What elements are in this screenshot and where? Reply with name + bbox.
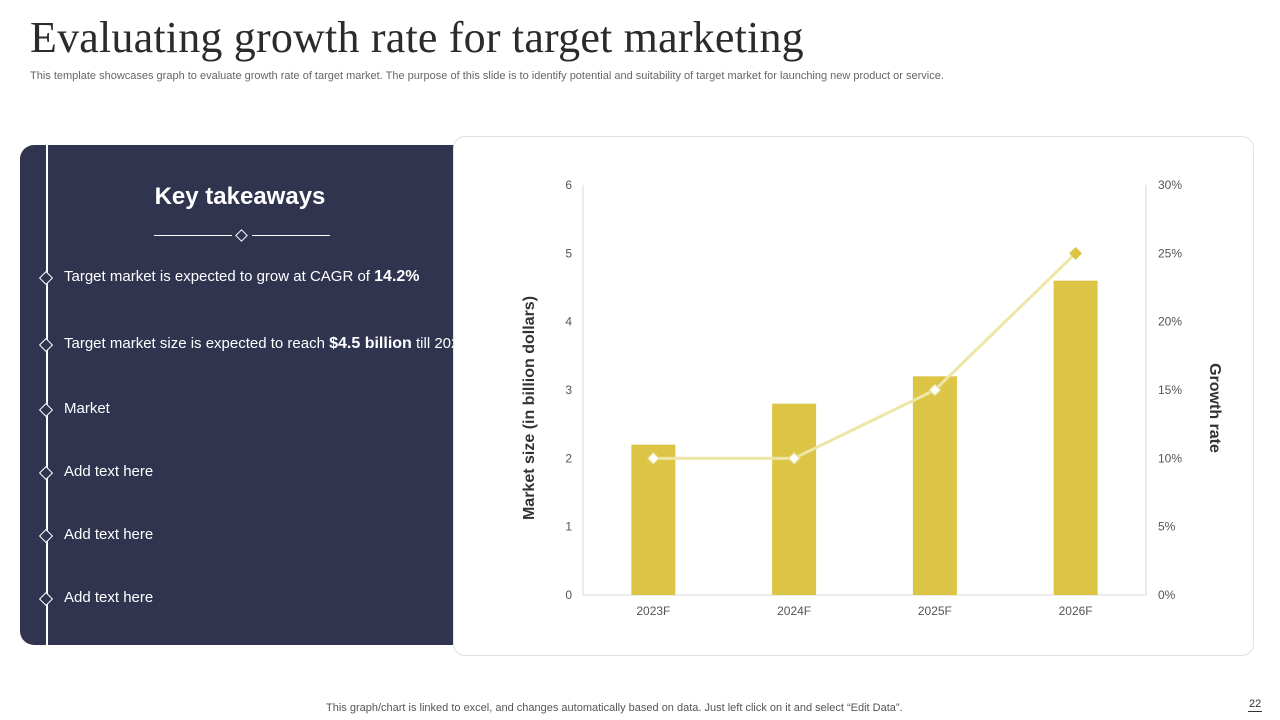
page-subtitle: This template showcases graph to evaluat… bbox=[30, 70, 944, 82]
page-title: Evaluating growth rate for target market… bbox=[30, 13, 804, 62]
takeaway-text: Add text here bbox=[64, 589, 153, 606]
bar bbox=[1053, 280, 1098, 595]
x-tick-label: 2026F bbox=[1059, 604, 1093, 618]
y-tick-label: 6 bbox=[565, 178, 572, 192]
y2-tick-label: 15% bbox=[1158, 383, 1182, 397]
takeaway-item: Target market is expected to grow at CAG… bbox=[20, 266, 492, 290]
y-tick-label: 2 bbox=[565, 451, 572, 465]
x-tick-label: 2025F bbox=[918, 604, 952, 618]
key-takeaways-panel: Key takeaways Target market is expected … bbox=[20, 145, 492, 645]
takeaway-highlight: $4.5 billion bbox=[329, 335, 412, 352]
growth-rate-marker bbox=[787, 451, 801, 465]
diamond-bullet-icon bbox=[38, 337, 54, 353]
footer-note: This graph/chart is linked to excel, and… bbox=[326, 702, 903, 714]
takeaway-item: Add text here bbox=[20, 461, 492, 485]
takeaway-text: Add text here bbox=[64, 463, 153, 480]
page-number: 22 bbox=[1248, 698, 1263, 712]
growth-rate-line bbox=[653, 252, 1077, 460]
y-tick-label: 4 bbox=[565, 315, 572, 329]
y-axis-title: Market size (in billion dollars) bbox=[521, 296, 538, 520]
takeaway-item: Add text here bbox=[20, 524, 492, 548]
chart-card[interactable]: 0 1 2 3 4 5 6 0% 5% 10% 15% 20% 25% 30% 2023F 2024F 2025… bbox=[453, 136, 1254, 656]
growth-rate-marker bbox=[928, 383, 942, 397]
y-tick-label: 3 bbox=[565, 383, 572, 397]
timeline-line bbox=[46, 145, 48, 645]
bar bbox=[631, 444, 676, 595]
combo-chart[interactable]: 0 1 2 3 4 5 6 0% 5% 10% 15% 20% 25% 30% 2023F 2024F 2025… bbox=[454, 137, 1253, 655]
takeaway-text: Target market is expected to grow at CAG… bbox=[64, 268, 420, 286]
bar bbox=[772, 403, 817, 595]
diamond-bullet-icon bbox=[38, 465, 54, 481]
takeaway-text: Add text here bbox=[64, 526, 153, 543]
heading-divider bbox=[154, 229, 330, 243]
y2-tick-label: 20% bbox=[1158, 315, 1182, 329]
y-tick-label: 0 bbox=[565, 588, 572, 602]
growth-rate-marker bbox=[646, 451, 660, 465]
y2-tick-label: 30% bbox=[1158, 178, 1182, 192]
takeaway-text-pre: Add text here bbox=[64, 589, 154, 606]
diamond-bullet-icon bbox=[38, 402, 54, 418]
takeaway-text-pre: Market bbox=[64, 400, 110, 417]
takeaway-text-pre: Target market size is expected to reach bbox=[64, 335, 330, 352]
bar bbox=[912, 376, 957, 595]
y2-axis-title: Growth rate bbox=[1206, 363, 1223, 453]
takeaway-text-pre: Add text here bbox=[64, 526, 154, 543]
takeaway-text: Target market size is expected to reach … bbox=[64, 335, 468, 353]
diamond-icon bbox=[235, 229, 248, 242]
y2-tick-label: 0% bbox=[1158, 588, 1176, 602]
y-tick-label: 5 bbox=[565, 246, 572, 260]
diamond-bullet-icon bbox=[38, 591, 54, 607]
takeaway-item: Target market size is expected to reach … bbox=[20, 333, 492, 357]
y2-tick-label: 10% bbox=[1158, 451, 1182, 465]
x-tick-label: 2024F bbox=[777, 604, 811, 618]
takeaway-item: Add text here bbox=[20, 587, 492, 611]
x-tick-label: 2023F bbox=[636, 604, 670, 618]
y2-tick-label: 5% bbox=[1158, 520, 1176, 534]
takeaway-text-pre: Add text here bbox=[64, 463, 154, 480]
growth-rate-marker bbox=[1069, 246, 1083, 260]
diamond-bullet-icon bbox=[38, 270, 54, 286]
y2-tick-label: 25% bbox=[1158, 246, 1182, 260]
takeaway-highlight: 14.2% bbox=[374, 268, 420, 285]
diamond-bullet-icon bbox=[38, 528, 54, 544]
y-tick-label: 1 bbox=[565, 520, 572, 534]
takeaway-item: Market bbox=[20, 398, 492, 422]
takeaway-text-pre: Target market is expected to grow at CAG… bbox=[64, 268, 375, 285]
key-takeaways-heading: Key takeaways bbox=[154, 183, 326, 210]
takeaway-text: Market bbox=[64, 400, 110, 417]
